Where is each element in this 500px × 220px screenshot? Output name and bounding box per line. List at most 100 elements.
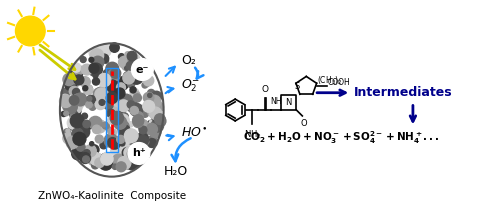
Circle shape xyxy=(132,59,153,80)
Circle shape xyxy=(80,80,84,84)
Circle shape xyxy=(72,63,81,72)
Circle shape xyxy=(146,123,158,135)
Circle shape xyxy=(63,73,75,86)
Circle shape xyxy=(76,136,82,140)
Circle shape xyxy=(112,154,126,168)
Circle shape xyxy=(108,69,120,82)
Circle shape xyxy=(128,81,134,88)
Circle shape xyxy=(97,68,102,73)
Circle shape xyxy=(82,156,89,163)
Circle shape xyxy=(72,120,78,126)
Circle shape xyxy=(68,124,75,130)
Text: O: O xyxy=(300,119,307,128)
Circle shape xyxy=(90,155,98,163)
Circle shape xyxy=(150,127,161,138)
Circle shape xyxy=(64,111,68,116)
Circle shape xyxy=(124,66,128,70)
Circle shape xyxy=(126,99,138,111)
Circle shape xyxy=(144,139,149,145)
Circle shape xyxy=(74,74,79,79)
Circle shape xyxy=(148,110,154,116)
Circle shape xyxy=(110,142,116,147)
Circle shape xyxy=(104,58,108,63)
Circle shape xyxy=(95,88,108,101)
Circle shape xyxy=(72,136,84,147)
Circle shape xyxy=(124,129,138,142)
Circle shape xyxy=(119,152,126,160)
Circle shape xyxy=(92,125,101,134)
Circle shape xyxy=(95,158,104,167)
Circle shape xyxy=(106,92,118,104)
Circle shape xyxy=(144,104,152,112)
Circle shape xyxy=(60,94,70,104)
Circle shape xyxy=(140,123,149,133)
Circle shape xyxy=(150,99,158,106)
Circle shape xyxy=(138,132,148,143)
Circle shape xyxy=(70,78,79,88)
Text: NH$_2$: NH$_2$ xyxy=(244,129,261,141)
Text: e⁻: e⁻ xyxy=(136,64,149,75)
Circle shape xyxy=(120,156,132,169)
Circle shape xyxy=(77,125,90,138)
Circle shape xyxy=(98,159,102,163)
Circle shape xyxy=(82,113,87,119)
Circle shape xyxy=(104,134,118,147)
Circle shape xyxy=(83,120,90,128)
Circle shape xyxy=(104,100,114,110)
Text: $O_2^{-}$: $O_2^{-}$ xyxy=(181,77,200,94)
Circle shape xyxy=(130,88,138,97)
Circle shape xyxy=(122,61,132,71)
Circle shape xyxy=(114,83,119,89)
Circle shape xyxy=(98,45,111,57)
Circle shape xyxy=(72,78,78,84)
Circle shape xyxy=(106,80,118,92)
FancyArrowPatch shape xyxy=(195,68,203,79)
Circle shape xyxy=(146,120,159,133)
Circle shape xyxy=(128,55,138,64)
Circle shape xyxy=(64,129,70,136)
Text: NH: NH xyxy=(270,97,281,106)
Circle shape xyxy=(138,148,144,154)
Circle shape xyxy=(110,43,119,52)
Circle shape xyxy=(151,120,164,132)
Circle shape xyxy=(142,82,148,88)
Circle shape xyxy=(106,62,118,75)
Circle shape xyxy=(86,95,96,104)
Circle shape xyxy=(133,117,143,128)
Circle shape xyxy=(92,78,100,85)
Text: h⁺: h⁺ xyxy=(132,148,146,158)
Circle shape xyxy=(72,147,84,160)
Circle shape xyxy=(74,75,84,85)
Text: N: N xyxy=(286,98,292,107)
Circle shape xyxy=(89,48,99,58)
Circle shape xyxy=(118,56,130,68)
Circle shape xyxy=(118,165,124,170)
Circle shape xyxy=(122,148,132,158)
Circle shape xyxy=(88,157,96,165)
Circle shape xyxy=(89,116,102,129)
Circle shape xyxy=(70,111,78,119)
Circle shape xyxy=(96,99,106,110)
Circle shape xyxy=(100,54,108,63)
Circle shape xyxy=(70,86,75,92)
Circle shape xyxy=(84,145,96,157)
Circle shape xyxy=(154,115,166,127)
Circle shape xyxy=(125,52,131,58)
Circle shape xyxy=(61,88,70,97)
Circle shape xyxy=(95,47,102,53)
Circle shape xyxy=(113,98,121,106)
Circle shape xyxy=(148,95,161,108)
Circle shape xyxy=(114,88,125,99)
Circle shape xyxy=(127,101,134,108)
Circle shape xyxy=(72,128,83,139)
Circle shape xyxy=(88,121,95,128)
Circle shape xyxy=(118,156,131,169)
Circle shape xyxy=(107,109,115,117)
Circle shape xyxy=(108,105,118,115)
Text: ZnWO₄-Kaolinite  Composite: ZnWO₄-Kaolinite Composite xyxy=(38,191,186,201)
Circle shape xyxy=(80,77,90,87)
Circle shape xyxy=(116,114,129,126)
Circle shape xyxy=(134,107,142,115)
Circle shape xyxy=(66,129,70,133)
Text: (CH$_3$)$_2$: (CH$_3$)$_2$ xyxy=(317,74,343,87)
